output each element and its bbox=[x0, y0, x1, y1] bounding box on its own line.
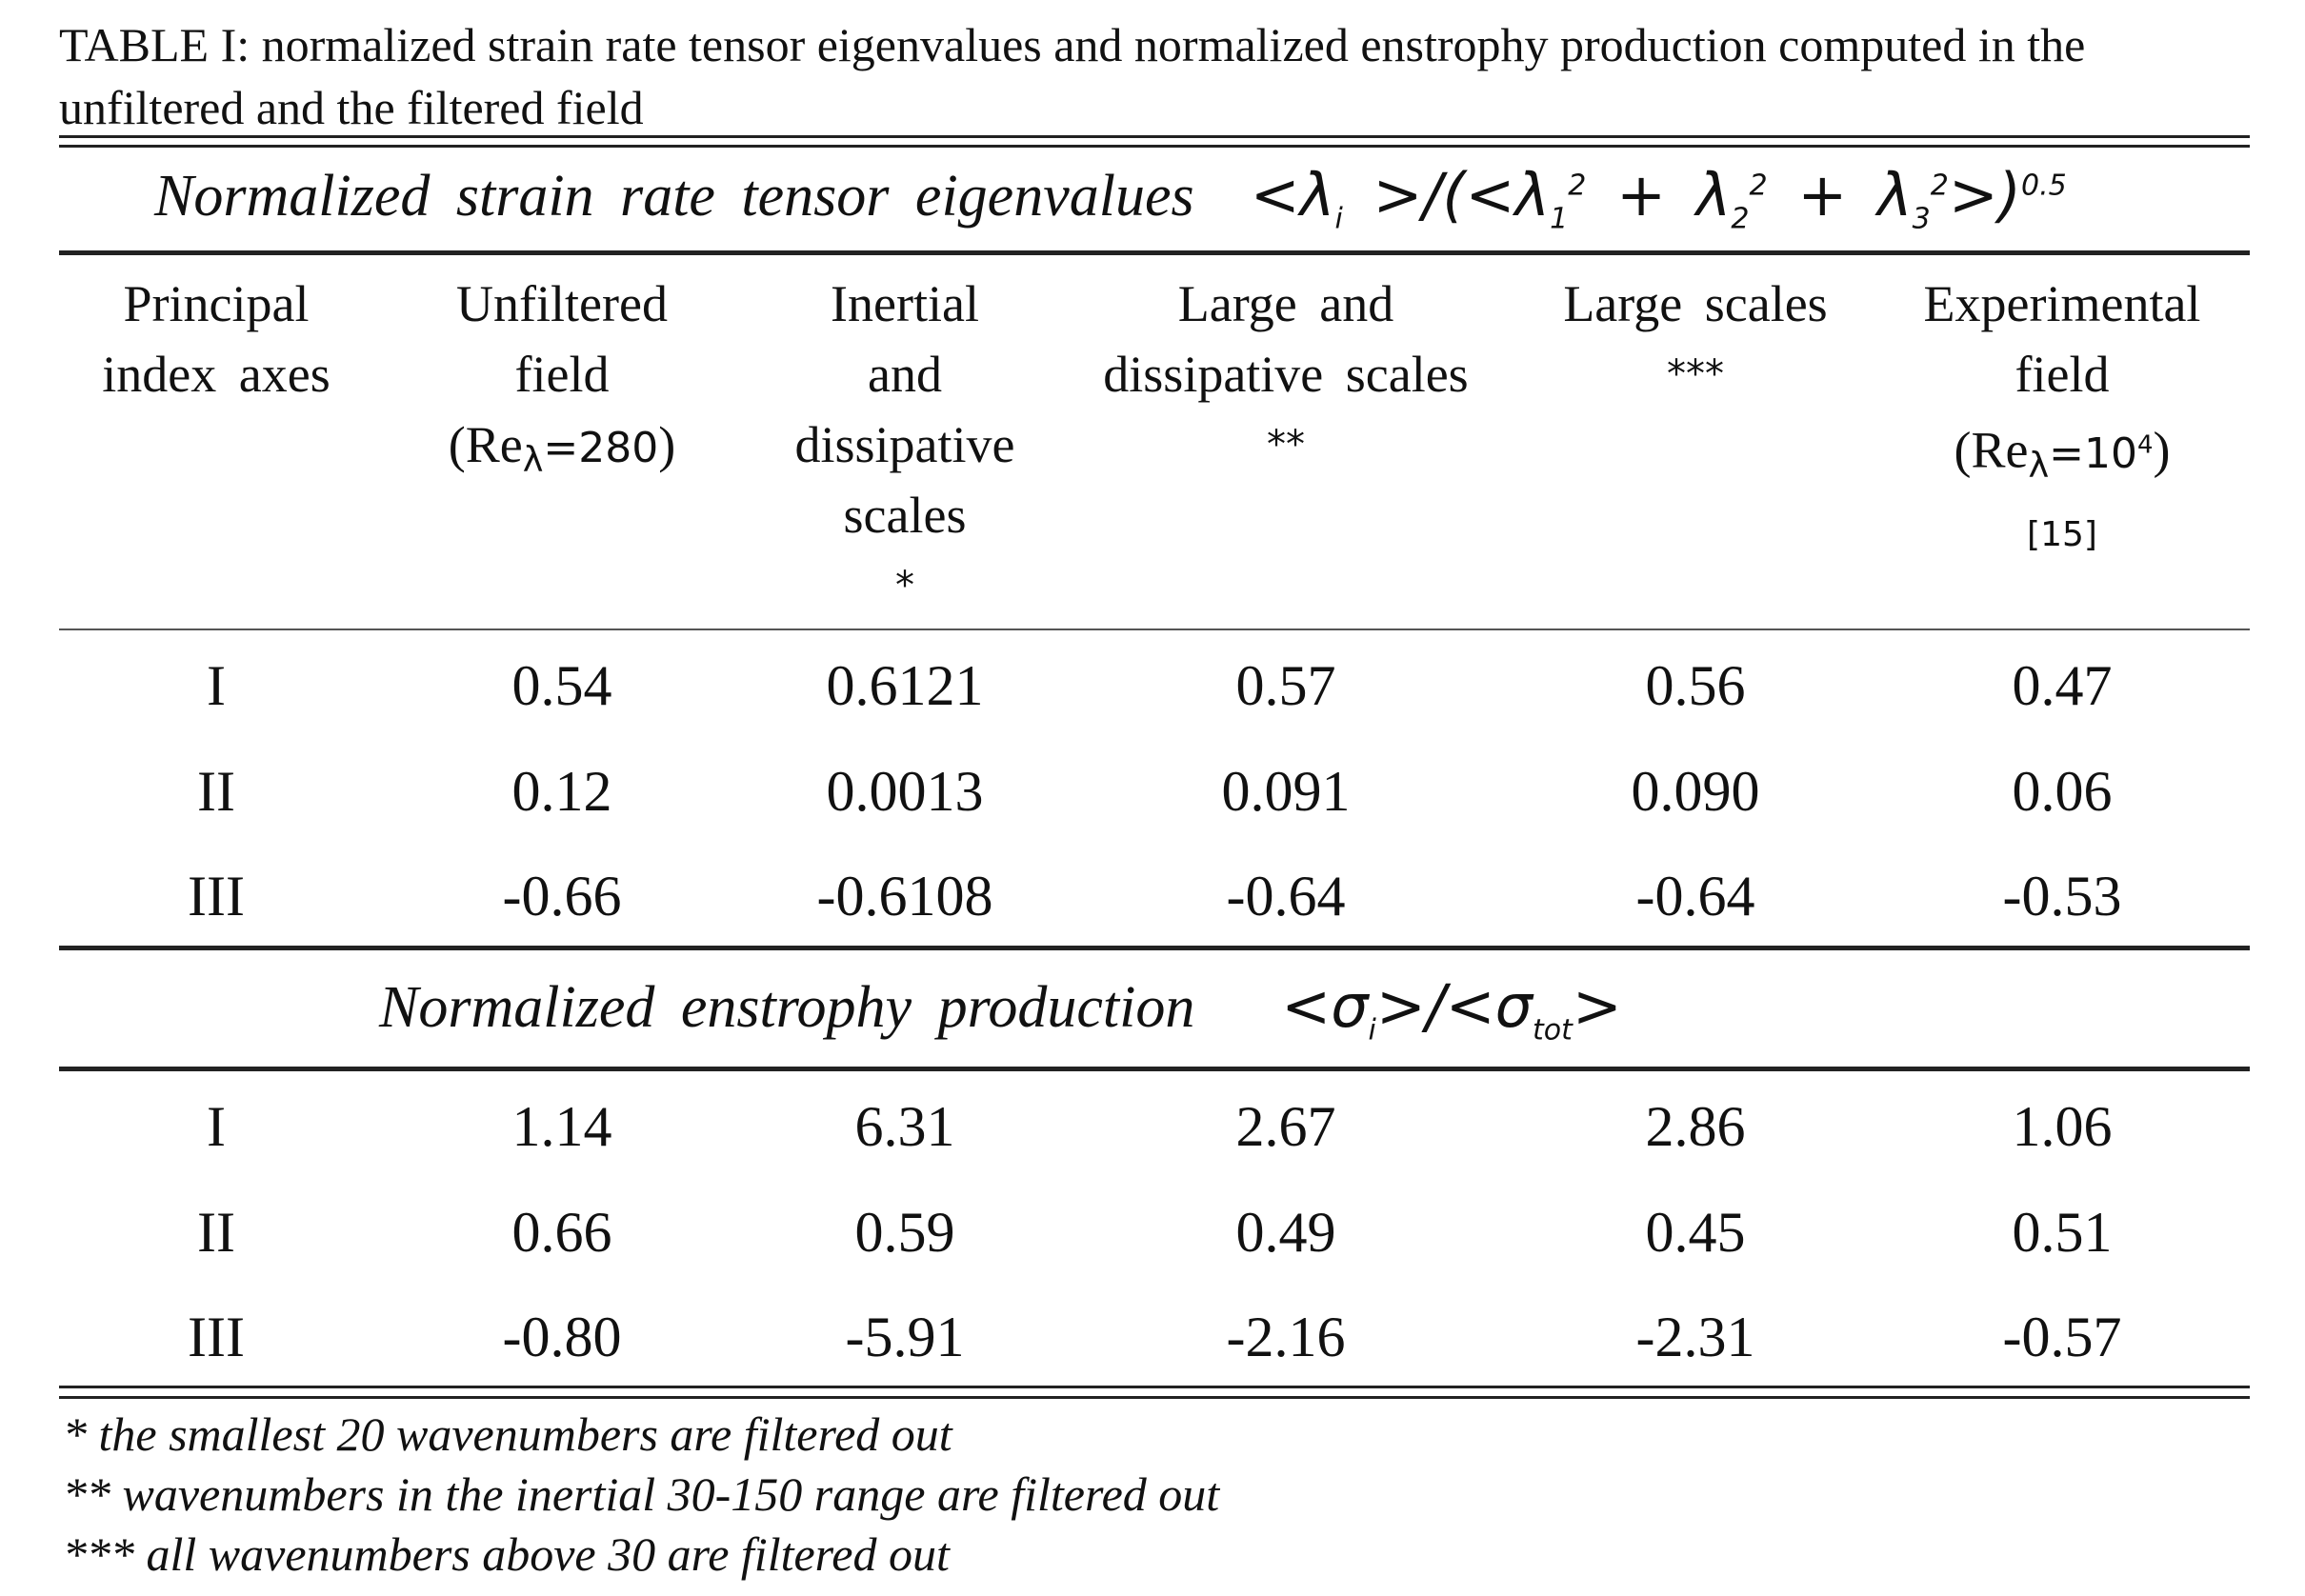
table-cell: 1.14 bbox=[511, 1095, 612, 1158]
table-cell: 0.51 bbox=[2012, 1201, 2113, 1264]
table-cell: 2.86 bbox=[1645, 1095, 1746, 1158]
table-cell: -0.53 bbox=[2002, 865, 2122, 928]
table-cell: 0.12 bbox=[511, 760, 612, 823]
header-line: scales bbox=[843, 487, 967, 544]
table-cell: -0.6108 bbox=[816, 865, 993, 928]
table-cell: -0.66 bbox=[502, 865, 622, 928]
table-cell: 0.49 bbox=[1235, 1201, 1336, 1264]
header-line: Principal bbox=[123, 275, 310, 332]
table-cell: 0.0013 bbox=[826, 760, 984, 823]
header-line: Experimental bbox=[1923, 275, 2201, 332]
table-cell: II bbox=[197, 760, 235, 823]
header-reynolds: (Reλ=280) bbox=[448, 416, 676, 480]
table-cell: -0.64 bbox=[1635, 865, 1755, 928]
table-cell: 0.090 bbox=[1631, 760, 1760, 823]
footnote-1: * the smallest 20 wavenumbers are filter… bbox=[63, 1407, 952, 1461]
section-title-enstrophy-text: Normalized enstrophy production bbox=[379, 975, 1195, 1040]
table-cell: 0.47 bbox=[2012, 654, 2113, 717]
table-cell: 1.06 bbox=[2012, 1095, 2113, 1158]
header-inertial-dissipative: Inertial and dissipative scales * bbox=[743, 269, 1067, 621]
table-cell: II bbox=[197, 1201, 235, 1264]
table-cell: 0.57 bbox=[1235, 654, 1336, 717]
table-cell: 0.6121 bbox=[826, 654, 984, 717]
header-line: Large and bbox=[1177, 275, 1394, 332]
header-line: Inertial bbox=[831, 275, 979, 332]
header-marker: ** bbox=[1267, 423, 1305, 467]
table-cell: -2.31 bbox=[1635, 1306, 1755, 1368]
table-cell: -0.80 bbox=[502, 1306, 622, 1368]
table-caption: TABLE I: normalized strain rate tensor e… bbox=[59, 18, 2086, 134]
header-marker: * bbox=[895, 564, 914, 608]
header-reynolds: (Reλ=104) bbox=[1954, 421, 2171, 486]
table-cell: 0.56 bbox=[1645, 654, 1746, 717]
section-title-eigenvalues-text: Normalized strain rate tensor eigenvalue… bbox=[154, 164, 1194, 229]
table-cell: III bbox=[188, 865, 245, 928]
table-row: I 1.14 6.31 2.67 2.86 1.06 bbox=[0, 1074, 2305, 1179]
table-cell: -5.91 bbox=[845, 1306, 965, 1368]
table-row: I 0.54 0.6121 0.57 0.56 0.47 bbox=[0, 633, 2305, 738]
header-line: field bbox=[514, 346, 610, 403]
table-row: II 0.66 0.59 0.49 0.45 0.51 bbox=[0, 1180, 2305, 1285]
table-cell: 6.31 bbox=[854, 1095, 955, 1158]
table-cell: 0.091 bbox=[1221, 760, 1351, 823]
header-experimental-field: Experimental field (Reλ=104) [15] bbox=[1876, 269, 2248, 570]
table-cell: 0.59 bbox=[854, 1201, 955, 1264]
header-reference: [15] bbox=[2027, 515, 2097, 555]
table-cell: -2.16 bbox=[1226, 1306, 1346, 1368]
header-line: Unfiltered bbox=[456, 275, 668, 332]
eigenvalues-formula: <λi >/(<λ12 + λ22 + λ32>)0.5 bbox=[1220, 160, 2067, 236]
top-double-rule-second bbox=[59, 145, 2250, 148]
header-unfiltered-field: Unfiltered field (Reλ=280) bbox=[400, 269, 724, 495]
table-row: II 0.12 0.0013 0.091 0.090 0.06 bbox=[0, 739, 2305, 844]
footnote-3: *** all wavenumbers above 30 are filtere… bbox=[63, 1527, 950, 1581]
table-cell: I bbox=[207, 654, 226, 717]
bottom-double-rule bbox=[59, 1386, 2250, 1388]
header-line: and bbox=[868, 346, 942, 403]
rule-below-header bbox=[59, 628, 2250, 630]
table-row: III -0.66 -0.6108 -0.64 -0.64 -0.53 bbox=[0, 844, 2305, 948]
header-marker: *** bbox=[1667, 352, 1724, 396]
table-cell: 0.45 bbox=[1645, 1201, 1746, 1264]
table-cell: I bbox=[207, 1095, 226, 1158]
header-large-scales: Large scales *** bbox=[1514, 269, 1876, 409]
header-line: field bbox=[2014, 346, 2110, 403]
header-large-dissipative: Large and dissipative scales ** bbox=[1067, 269, 1505, 480]
top-double-rule bbox=[59, 135, 2250, 138]
table-cell: -0.57 bbox=[2002, 1306, 2122, 1368]
header-principal-axes: Principal index axes bbox=[59, 269, 373, 409]
header-line: index axes bbox=[102, 346, 331, 403]
table-row: III -0.80 -5.91 -2.16 -2.31 -0.57 bbox=[0, 1285, 2305, 1389]
rule-above-section-2 bbox=[59, 946, 2250, 950]
section-title-enstrophy: Normalized enstrophy production <σi>/<σt… bbox=[379, 971, 1622, 1047]
footnote-2: ** wavenumbers in the inertial 30-150 ra… bbox=[63, 1467, 1220, 1521]
table-cell: -0.64 bbox=[1226, 865, 1346, 928]
header-line: dissipative scales bbox=[1103, 346, 1469, 403]
header-line: dissipative bbox=[794, 416, 1015, 473]
bottom-double-rule-second bbox=[59, 1396, 2250, 1399]
table-cell: 2.67 bbox=[1235, 1095, 1336, 1158]
table-cell: 0.66 bbox=[511, 1201, 612, 1264]
table-cell: 0.06 bbox=[2012, 760, 2113, 823]
rule-below-section-2 bbox=[59, 1067, 2250, 1071]
table-cell: III bbox=[188, 1306, 245, 1368]
table-cell: 0.54 bbox=[511, 654, 612, 717]
header-line: Large scales bbox=[1563, 275, 1828, 332]
enstrophy-formula: <σi>/<σtot> bbox=[1220, 971, 1622, 1047]
rule-below-title-1 bbox=[59, 250, 2250, 255]
section-title-eigenvalues: Normalized strain rate tensor eigenvalue… bbox=[154, 160, 2067, 235]
